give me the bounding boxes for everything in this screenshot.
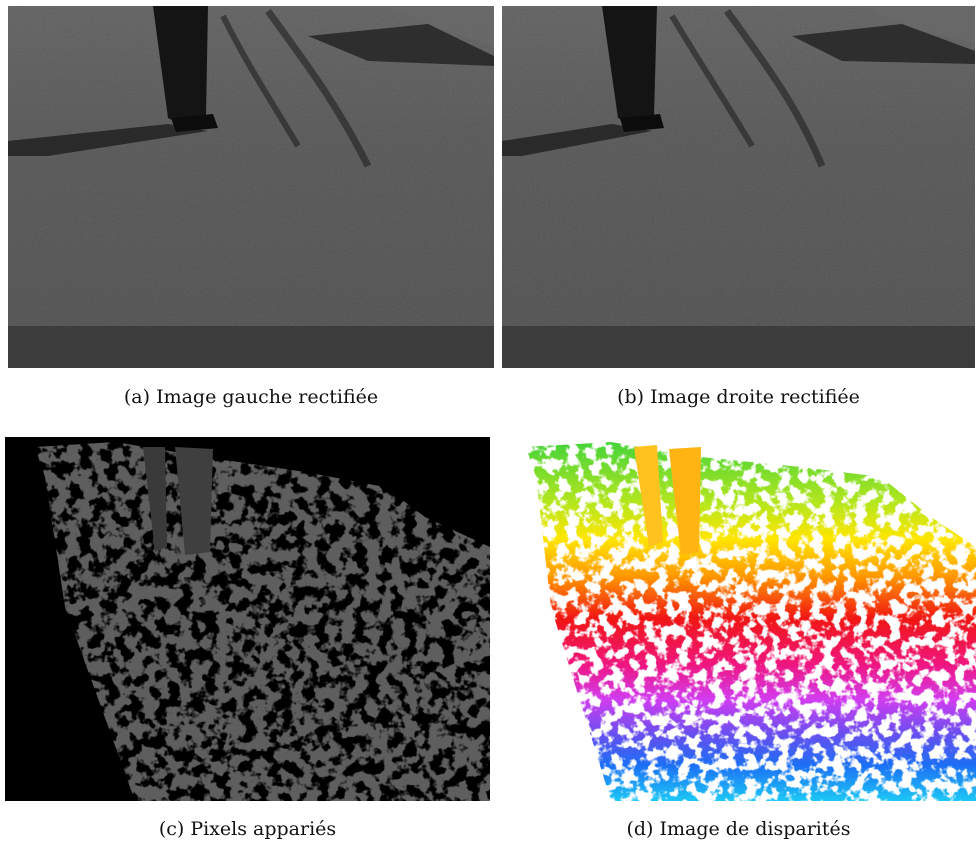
caption-disparity-map: (d) Image de disparités [626, 818, 851, 840]
caption-right-rectified: (b) Image droite rectifiée [617, 386, 860, 408]
matched-pixels-image [5, 437, 490, 801]
left-rectified-image [8, 6, 494, 368]
right-rectified-image [502, 6, 975, 368]
disparity-map-image [501, 437, 976, 801]
caption-matched-pixels: (c) Pixels appariés [158, 818, 337, 840]
caption-left-rectified: (a) Image gauche rectifiée [123, 386, 379, 408]
